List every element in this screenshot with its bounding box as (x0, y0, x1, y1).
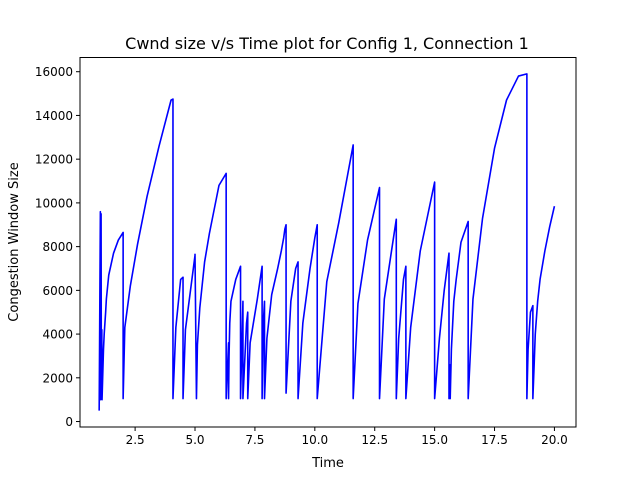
x-axis-label: Time (311, 456, 344, 471)
x-tick-label: 17.5 (481, 433, 508, 447)
y-tick-label: 0 (65, 415, 73, 429)
series-line-1 (98, 73, 556, 411)
x-tick-label: 20.0 (541, 433, 568, 447)
y-axis-label: Congestion Window Size (7, 162, 22, 321)
y-tick-label: 8000 (42, 240, 73, 254)
y-tick-label: 10000 (35, 196, 73, 210)
x-axis: 2.5 5.0 7.5 10.0 12.5 15.0 17.5 20.0 (126, 427, 568, 447)
y-tick-label: 4000 (42, 328, 73, 342)
y-tick-label: 6000 (42, 284, 73, 298)
x-tick-label: 7.5 (245, 433, 264, 447)
x-tick-label: 10.0 (301, 433, 328, 447)
y-tick-label: 14000 (35, 109, 73, 123)
y-tick-label: 16000 (35, 65, 73, 79)
x-tick-label: 5.0 (185, 433, 204, 447)
x-tick-label: 15.0 (421, 433, 448, 447)
y-tick-label: 12000 (35, 153, 73, 167)
chart-title: Cwnd size v/s Time plot for Config 1, Co… (125, 34, 529, 53)
y-axis: 0 2000 4000 6000 8000 10000 12000 14000 16000 (35, 65, 80, 429)
x-tick-label: 12.5 (361, 433, 388, 447)
axes-frame (79, 57, 577, 428)
y-tick-label: 2000 (42, 371, 73, 385)
x-tick-label: 2.5 (126, 433, 145, 447)
plot-area (98, 73, 556, 411)
